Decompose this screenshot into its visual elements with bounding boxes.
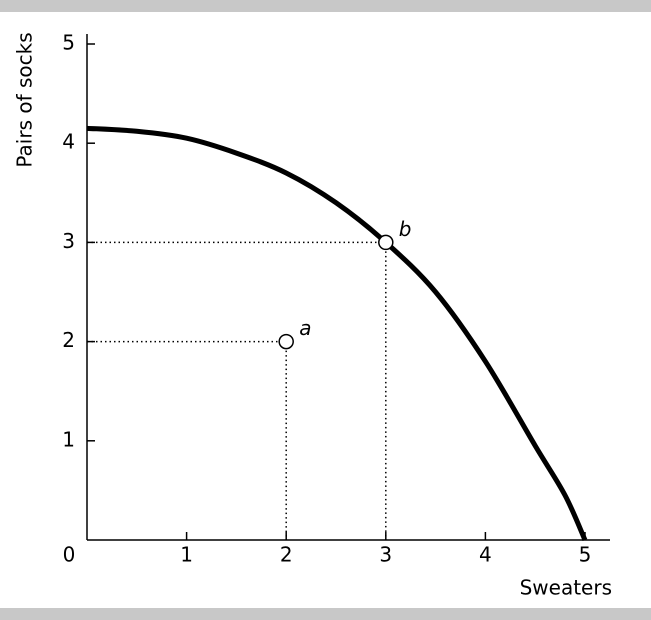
- ppf-curve: [86, 125, 588, 542]
- y-tick-label: 1: [62, 427, 75, 451]
- y-tick-label: 2: [62, 328, 75, 352]
- point: [278, 333, 294, 350]
- point-label: b: [399, 217, 412, 241]
- x-tick-label: 0: [63, 543, 76, 567]
- top-bar: [0, 0, 651, 12]
- y-tick-label: 5: [62, 31, 75, 55]
- y-axis-label: Pairs of socks: [13, 32, 37, 167]
- x-tick-label: 2: [280, 543, 293, 567]
- bottom-bar: [0, 608, 651, 620]
- x-tick-label: 4: [479, 543, 492, 567]
- y-tick-label: 4: [62, 130, 75, 154]
- point: [378, 234, 394, 251]
- x-tick-label: 5: [579, 543, 592, 567]
- x-tick-label: 3: [379, 543, 392, 567]
- y-tick-label: 3: [62, 229, 75, 253]
- x-axis-label: Sweaters: [520, 576, 612, 600]
- point-label: a: [299, 316, 311, 340]
- x-tick-label: 1: [180, 543, 193, 567]
